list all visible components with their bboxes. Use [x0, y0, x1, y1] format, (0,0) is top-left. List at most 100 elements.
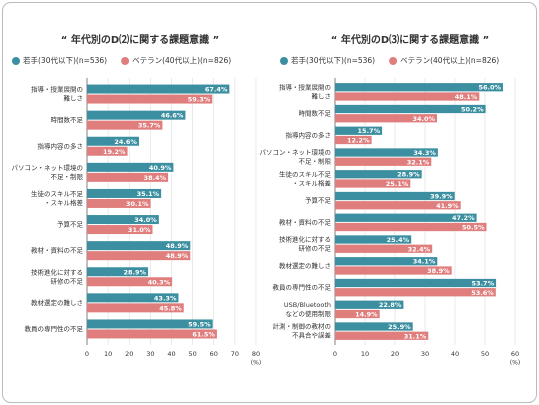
bar	[335, 222, 487, 232]
value-label: 14.9%	[355, 311, 378, 319]
x-tick-label: 60	[511, 350, 519, 358]
value-label: 34.1%	[413, 258, 436, 266]
value-label: 45.8%	[159, 304, 182, 312]
category-label: 指導内容の多さ	[286, 130, 332, 139]
value-label: 22.8%	[379, 301, 402, 309]
value-label: 38.4%	[144, 174, 167, 182]
bar	[87, 110, 186, 120]
value-label: 50.2%	[461, 105, 484, 113]
bar	[335, 83, 503, 92]
value-label: 32.1%	[407, 158, 430, 166]
x-tick-label: 50	[188, 350, 196, 358]
bar	[87, 267, 149, 277]
bar	[87, 303, 184, 313]
legend-label: 若手(30代以下)(n=536)	[291, 55, 375, 65]
value-label: 35.7%	[138, 122, 161, 130]
value-label: 47.2%	[452, 214, 475, 222]
bar	[87, 136, 139, 146]
value-label: 48.1%	[455, 93, 478, 101]
category-label: パソコン・ネット環境の不足・制限	[260, 148, 332, 166]
bar	[335, 179, 411, 188]
value-label: 25.4%	[387, 236, 410, 244]
value-label: 38.9%	[427, 267, 450, 275]
bar	[335, 257, 438, 266]
category-label: 予算不足	[305, 196, 332, 205]
x-tick-label: 20	[391, 350, 399, 358]
legend-label: ベテラン(40代以上)(n=826)	[400, 55, 499, 65]
value-label: 50.5%	[462, 224, 485, 232]
value-label: 48.9%	[166, 242, 189, 250]
value-label: 19.2%	[103, 148, 126, 156]
bar	[87, 198, 151, 208]
bar	[87, 146, 128, 156]
value-label: 30.1%	[126, 200, 149, 208]
bar	[87, 215, 159, 225]
value-label: 25.1%	[386, 180, 409, 188]
x-tick-label: 40	[451, 350, 459, 358]
x-tick-label: 60	[210, 350, 218, 358]
legend-label: ベテラン(40代以上)(n=826)	[132, 55, 231, 65]
bar	[335, 322, 413, 331]
value-label: 34.3%	[413, 149, 436, 157]
bar	[335, 126, 383, 135]
bar	[335, 201, 461, 210]
bar	[87, 225, 153, 235]
bar	[335, 235, 412, 244]
value-label: 31.0%	[128, 226, 151, 234]
bar	[87, 277, 173, 287]
value-label: 39.9%	[430, 192, 453, 200]
category-label: 教員の専門性の不足	[25, 324, 84, 333]
value-label: 67.4%	[205, 86, 228, 94]
value-label: 53.7%	[472, 279, 495, 287]
bar	[335, 148, 438, 157]
bar	[335, 309, 380, 319]
x-tick-label: 20	[125, 350, 133, 358]
value-label: 28.9%	[123, 268, 146, 276]
bar	[335, 300, 404, 309]
category-label: 教材・資料の不足	[31, 246, 84, 255]
category-label: 計測・制御の教材の不具合や誤差	[273, 322, 332, 340]
category-label: 教員の専門性の不足	[273, 283, 332, 292]
x-tick-label: 0	[85, 350, 89, 358]
category-label: 教材選定の難しさ	[31, 298, 83, 307]
value-label: 61.5%	[192, 330, 215, 338]
value-label: 40.9%	[149, 164, 172, 172]
bar	[87, 120, 163, 130]
x-tick-label: 30	[146, 350, 154, 358]
bar	[87, 251, 191, 261]
bar	[335, 157, 432, 166]
unit-label: (%)	[510, 360, 520, 367]
legend-label: 若手(30代以下)(n=536)	[23, 55, 107, 65]
category-label: 技術進化に対する研修の不足	[279, 235, 332, 253]
value-label: 48.9%	[166, 252, 189, 260]
category-label: 生徒のスキル不足・スキル格差	[31, 189, 84, 207]
bar	[87, 329, 217, 339]
category-label: 技術進化に対する研修の不足	[31, 267, 84, 285]
bar	[87, 162, 174, 172]
bar	[335, 331, 429, 340]
bar	[87, 241, 191, 251]
category-label: 教材・資料の不足	[279, 217, 332, 226]
bar	[335, 191, 455, 201]
x-tick-label: 10	[361, 350, 369, 358]
value-label: 25.9%	[388, 323, 411, 331]
chart-title: “ 年代別のD⑵に関する課題意識 ”	[61, 33, 219, 46]
value-label: 32.4%	[408, 245, 431, 253]
bar	[335, 244, 433, 253]
value-label: 53.6%	[471, 289, 494, 297]
bar	[335, 104, 486, 114]
bar	[87, 94, 213, 104]
value-label: 12.2%	[347, 137, 370, 145]
x-tick-label: 40	[167, 350, 175, 358]
value-label: 41.9%	[436, 202, 459, 210]
category-label: USB/Bluetooth などの使用制限	[284, 301, 332, 318]
bar	[335, 266, 452, 275]
value-label: 28.9%	[397, 171, 420, 179]
bar	[335, 170, 422, 179]
value-label: 46.6%	[161, 112, 184, 120]
value-label: 34.0%	[134, 216, 157, 224]
value-label: 59.3%	[188, 96, 211, 104]
x-tick-label: 10	[104, 350, 112, 358]
bar	[87, 172, 169, 182]
bar	[335, 278, 497, 288]
